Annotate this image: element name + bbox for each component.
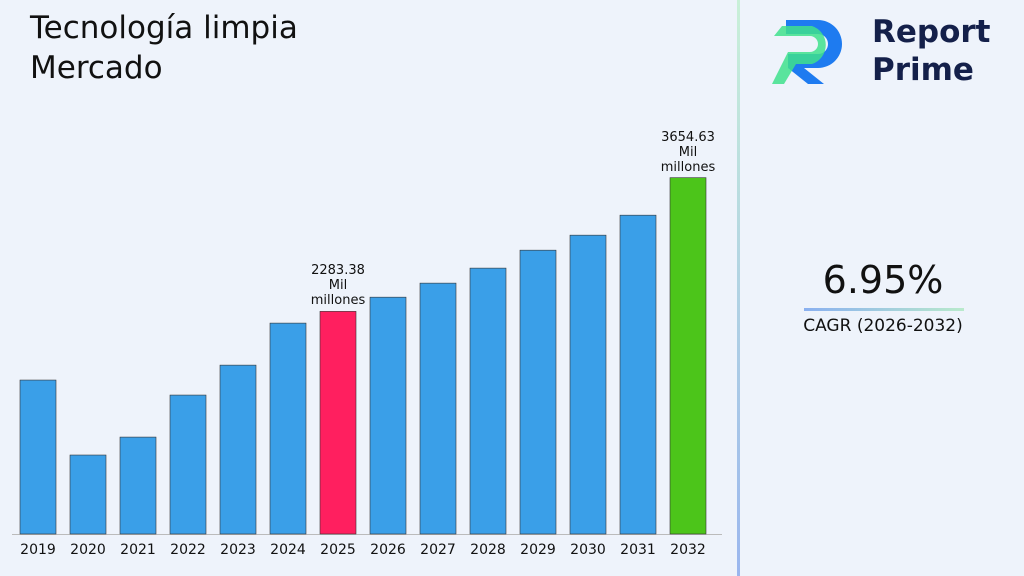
- data-label: 2283.38 Mil millones: [310, 263, 366, 309]
- x-tick-label: 2029: [520, 542, 556, 558]
- bar: [269, 322, 307, 535]
- cagr-value: 6.95%: [822, 258, 944, 302]
- bar: [219, 364, 257, 535]
- x-tick-label: 2024: [270, 542, 306, 558]
- x-tick-label: 2021: [120, 542, 156, 558]
- logo-icon: [772, 20, 842, 84]
- chart-title: Tecnología limpia Mercado: [30, 10, 298, 86]
- bar: [569, 234, 607, 535]
- x-tick-label: 2028: [470, 542, 506, 558]
- bar: [619, 214, 657, 535]
- x-tick-label: 2020: [70, 542, 106, 558]
- bar: [469, 267, 507, 535]
- bar: [319, 311, 357, 535]
- x-tick-label: 2026: [370, 542, 406, 558]
- x-tick-label: 2023: [220, 542, 256, 558]
- x-tick-label: 2031: [620, 542, 656, 558]
- bar: [119, 436, 157, 535]
- cagr-underline: [804, 308, 964, 311]
- x-tick-label: 2025: [320, 542, 356, 558]
- bar: [69, 454, 107, 535]
- bar: [19, 379, 57, 535]
- bar: [669, 177, 707, 535]
- bar: [419, 282, 457, 535]
- cagr-label: CAGR (2026-2032): [803, 316, 963, 336]
- divider: [737, 0, 740, 576]
- x-tick-label: 2022: [170, 542, 206, 558]
- x-tick-label: 2030: [570, 542, 606, 558]
- x-tick-label: 2027: [420, 542, 456, 558]
- data-label: 3654.63 Mil millones: [660, 129, 716, 175]
- x-tick-label: 2032: [670, 542, 706, 558]
- bar: [169, 394, 207, 535]
- bar: [369, 296, 407, 535]
- bar: [519, 249, 557, 535]
- brand-line: Report: [872, 14, 991, 50]
- x-tick-label: 2019: [20, 542, 56, 558]
- brand-line: Prime: [872, 52, 974, 88]
- chart: 2019 2020 2021 2022 2023 2024 2025 2026 2027 2028…: [12, 177, 722, 558]
